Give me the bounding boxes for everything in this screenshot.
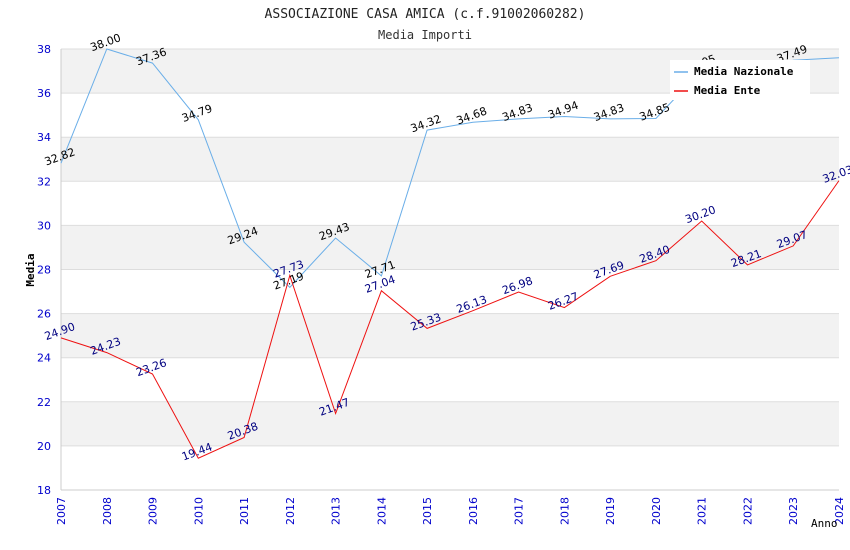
x-tick-label: 2012: [284, 497, 297, 525]
y-tick-label: 36: [37, 87, 51, 100]
y-tick-label: 32: [37, 175, 51, 188]
data-label: 26.27: [546, 290, 580, 313]
x-tick-label: 2024: [833, 497, 846, 525]
legend: Media Nazionale Media Ente: [670, 60, 810, 100]
series-line-media-ente: [60, 180, 840, 459]
legend-label-media-ente: Media Ente: [694, 84, 761, 97]
x-tick-label: 2016: [467, 497, 480, 525]
y-tick-label: 24: [37, 352, 51, 365]
legend-label-media-nazionale: Media Nazionale: [694, 65, 794, 78]
x-tick-label: 2010: [192, 497, 205, 525]
x-tick-label: 2023: [787, 497, 800, 525]
y-tick-label: 26: [37, 308, 51, 321]
y-tick-label: 30: [37, 219, 51, 232]
y-axis-label: Media: [24, 253, 37, 286]
y-tick-labels: 18 20 22 24 26 28 30 32 34 36 38: [37, 43, 51, 497]
data-label: 23.26: [134, 356, 168, 379]
chart-subtitle: Media Importi: [378, 28, 472, 42]
data-label: 30.20: [683, 203, 717, 226]
data-label: 34.94: [546, 99, 580, 122]
background-bands: [61, 49, 839, 446]
data-label: 34.83: [500, 101, 534, 124]
legend-box: [670, 60, 810, 100]
x-tick-label: 2008: [101, 497, 114, 525]
data-label: 34.83: [592, 101, 626, 124]
x-axis-label: Anno: [811, 517, 838, 530]
x-tick-label: 2022: [741, 497, 754, 525]
grid-band: [61, 137, 839, 182]
data-label: 34.79: [180, 102, 214, 125]
grid-band: [61, 401, 839, 446]
y-tick-label: 22: [37, 396, 51, 409]
x-tick-label: 2013: [330, 497, 343, 525]
y-tick-label: 28: [37, 264, 51, 277]
y-tick-label: 20: [37, 440, 51, 453]
x-tick-label: 2021: [696, 497, 709, 525]
y-tick-label: 38: [37, 43, 51, 56]
x-tick-label: 2009: [147, 497, 160, 525]
axes: [60, 49, 839, 491]
y-tick-label: 34: [37, 131, 51, 144]
data-label: 34.68: [455, 104, 489, 127]
data-label: 26.98: [500, 274, 534, 297]
x-tick-label: 2017: [513, 497, 526, 525]
x-tick-label: 2020: [650, 497, 663, 525]
grid-band: [61, 313, 839, 358]
x-tick-label: 2011: [238, 497, 251, 525]
x-tick-label: 2019: [604, 497, 617, 525]
grid-band: [61, 225, 839, 270]
chart-title: ASSOCIAZIONE CASA AMICA (c.f.91002060282…: [265, 7, 586, 22]
data-label: 34.32: [409, 112, 443, 135]
data-label: 34.85: [638, 101, 672, 124]
data-label: 26.13: [455, 293, 489, 316]
x-tick-labels: 2007 2008 2009 2010 2011 2012 2013 2014 2015 2016…: [55, 497, 846, 525]
x-tick-label: 2007: [55, 497, 68, 525]
y-tick-label: 18: [37, 484, 51, 497]
x-tick-label: 2018: [558, 497, 571, 525]
x-tick-label: 2014: [375, 497, 388, 525]
x-tick-label: 2015: [421, 497, 434, 525]
